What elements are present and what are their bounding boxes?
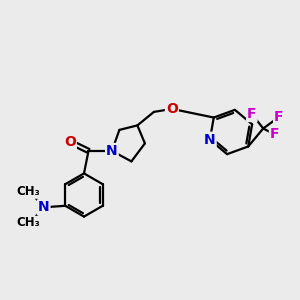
Text: O: O [64,135,76,149]
Text: O: O [166,102,178,116]
Text: F: F [270,128,279,142]
Text: N: N [204,133,216,147]
Text: F: F [274,110,283,124]
Text: CH₃: CH₃ [17,185,40,198]
Text: N: N [38,200,50,214]
Text: CH₃: CH₃ [17,216,40,230]
Text: F: F [247,107,256,121]
Text: N: N [106,144,118,158]
